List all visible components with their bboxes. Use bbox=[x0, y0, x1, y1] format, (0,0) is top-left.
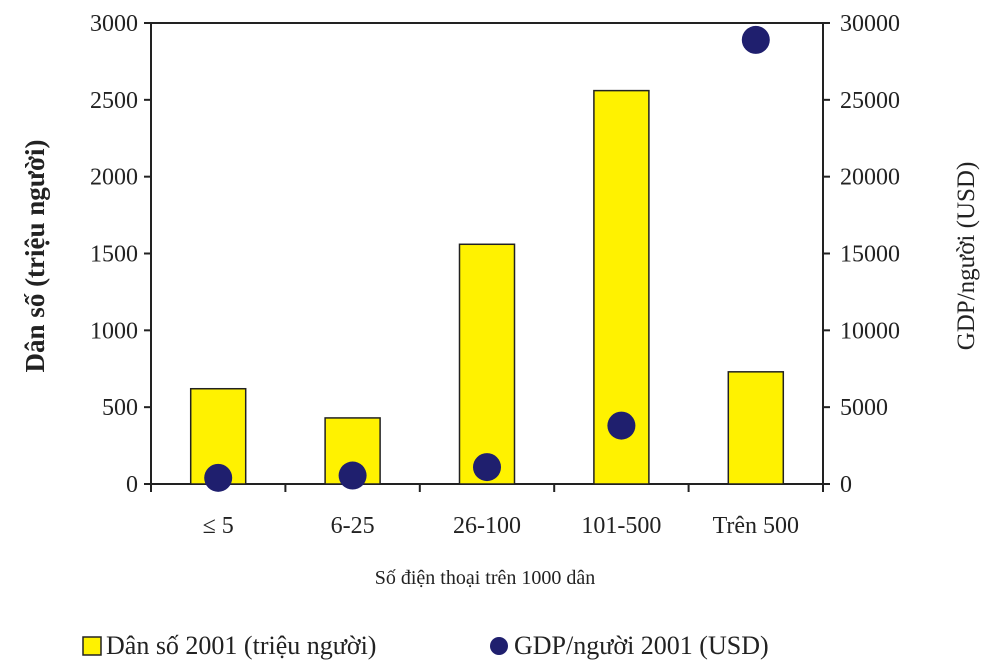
legend-swatch-bar bbox=[82, 636, 102, 656]
axis-labels: Số điện thoại trên 1000 dân Dân số (triệ… bbox=[20, 140, 980, 589]
data-point bbox=[607, 411, 636, 440]
data-point bbox=[741, 25, 770, 54]
x-tick-label: Trên 500 bbox=[713, 513, 799, 539]
x-tick-label: ≤ 5 bbox=[203, 513, 234, 539]
left-tick-label: 1500 bbox=[90, 242, 138, 268]
legend: Dân số 2001 (triệu người) GDP/người 2001… bbox=[82, 631, 769, 660]
x-tick-label: 6-25 bbox=[331, 513, 375, 539]
left-tick-label: 1000 bbox=[90, 318, 138, 344]
bar bbox=[727, 371, 785, 485]
bar bbox=[458, 243, 516, 485]
left-tick-label: 2000 bbox=[90, 165, 138, 191]
right-axis-title: GDP/người (USD) bbox=[953, 162, 980, 351]
legend-label-bar: Dân số 2001 (triệu người) bbox=[106, 631, 376, 660]
axes: 0500100015002000250030000500010000150002… bbox=[90, 11, 900, 539]
right-tick-label: 0 bbox=[840, 472, 852, 498]
scatter-series bbox=[204, 25, 770, 492]
legend-label-dot: GDP/người 2001 (USD) bbox=[514, 631, 769, 660]
right-tick-label: 20000 bbox=[840, 165, 900, 191]
data-point bbox=[473, 453, 501, 482]
left-tick-label: 0 bbox=[126, 472, 138, 498]
right-tick-label: 30000 bbox=[840, 11, 900, 37]
x-tick-label: 101-500 bbox=[581, 513, 661, 539]
data-point bbox=[338, 461, 367, 490]
right-tick-label: 15000 bbox=[840, 242, 900, 268]
right-tick-label: 5000 bbox=[840, 395, 888, 421]
right-tick-label: 10000 bbox=[840, 318, 900, 344]
x-tick-label: 26-100 bbox=[453, 513, 521, 539]
x-axis-title: Số điện thoại trên 1000 dân bbox=[375, 567, 596, 589]
left-tick-label: 3000 bbox=[90, 11, 138, 37]
right-tick-label: 25000 bbox=[840, 88, 900, 114]
left-tick-label: 500 bbox=[102, 395, 138, 421]
data-point bbox=[204, 463, 233, 492]
legend-swatch-dot bbox=[490, 637, 508, 655]
left-axis-title: Dân số (triệu người) bbox=[20, 140, 50, 373]
bar-series bbox=[189, 89, 785, 485]
left-tick-label: 2500 bbox=[90, 88, 138, 114]
